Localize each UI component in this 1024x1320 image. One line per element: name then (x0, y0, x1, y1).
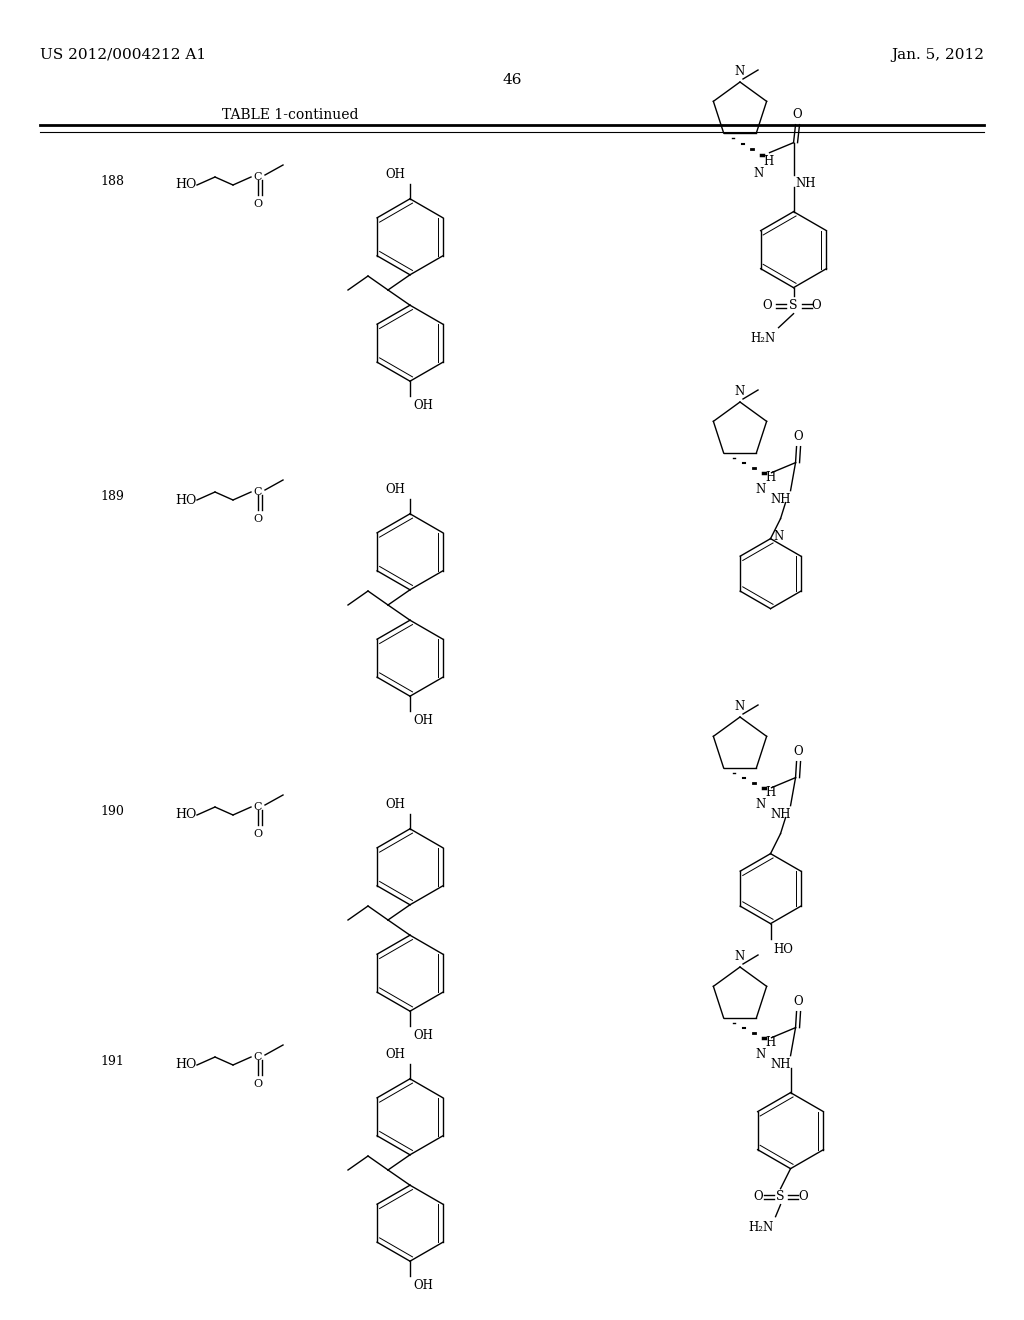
Text: N: N (773, 531, 783, 543)
Text: OH: OH (413, 1279, 433, 1292)
Text: O: O (794, 429, 804, 442)
Text: O: O (762, 300, 771, 312)
Text: H: H (766, 471, 776, 483)
Text: OH: OH (385, 168, 406, 181)
Text: 190: 190 (100, 805, 124, 818)
Text: 46: 46 (502, 73, 522, 87)
Text: HO: HO (773, 942, 794, 956)
Text: NH: NH (796, 177, 816, 190)
Text: H₂N: H₂N (749, 1221, 773, 1234)
Text: S: S (790, 300, 798, 312)
Text: N: N (735, 385, 745, 399)
Text: O: O (794, 744, 804, 758)
Text: US 2012/0004212 A1: US 2012/0004212 A1 (40, 48, 206, 62)
Text: C: C (253, 803, 261, 812)
Text: HO: HO (175, 178, 197, 191)
Text: HO: HO (175, 1059, 197, 1072)
Text: NH: NH (770, 1057, 791, 1071)
Text: H: H (764, 154, 774, 168)
Text: C: C (253, 172, 261, 182)
Text: OH: OH (413, 399, 433, 412)
Text: O: O (799, 1191, 808, 1203)
Text: N: N (754, 166, 764, 180)
Text: HO: HO (175, 494, 197, 507)
Text: Jan. 5, 2012: Jan. 5, 2012 (891, 48, 984, 62)
Text: OH: OH (413, 1030, 433, 1043)
Text: 188: 188 (100, 176, 124, 187)
Text: N: N (735, 700, 745, 713)
Text: H₂N: H₂N (751, 331, 775, 345)
Text: 189: 189 (100, 490, 124, 503)
Text: OH: OH (413, 714, 433, 727)
Text: H: H (766, 785, 776, 799)
Text: O: O (253, 199, 262, 209)
Text: H: H (766, 1036, 776, 1048)
Text: N: N (735, 65, 745, 78)
Text: O: O (793, 108, 803, 120)
Text: OH: OH (385, 483, 406, 496)
Text: NH: NH (770, 808, 791, 821)
Text: C: C (253, 487, 261, 498)
Text: O: O (253, 829, 262, 840)
Text: N: N (756, 483, 766, 495)
Text: N: N (756, 1048, 766, 1061)
Text: N: N (735, 950, 745, 964)
Text: TABLE 1-continued: TABLE 1-continued (222, 108, 358, 121)
Text: 191: 191 (100, 1055, 124, 1068)
Text: O: O (253, 513, 262, 524)
Text: O: O (753, 1191, 763, 1203)
Text: O: O (794, 995, 804, 1007)
Text: OH: OH (385, 1048, 406, 1061)
Text: O: O (812, 300, 821, 312)
Text: NH: NH (770, 492, 791, 506)
Text: O: O (253, 1078, 262, 1089)
Text: N: N (756, 797, 766, 810)
Text: HO: HO (175, 808, 197, 821)
Text: OH: OH (385, 797, 406, 810)
Text: S: S (776, 1191, 784, 1203)
Text: C: C (253, 1052, 261, 1063)
